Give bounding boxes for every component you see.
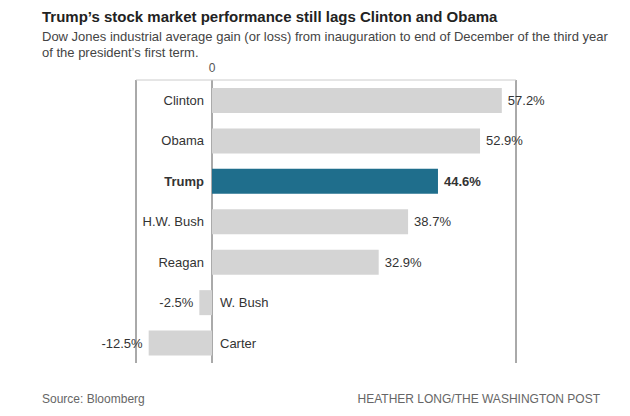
- svg-text:Reagan: Reagan: [158, 255, 204, 270]
- svg-text:57.2%: 57.2%: [508, 93, 545, 108]
- svg-text:0: 0: [209, 61, 216, 75]
- svg-text:-12.5%: -12.5%: [101, 336, 143, 351]
- svg-text:44.6%: 44.6%: [444, 174, 481, 189]
- html-text:Dow Jones industrial average g: Dow Jones industrial average gain (or lo…: [42, 29, 608, 60]
- svg-text:38.7%: 38.7%: [414, 214, 451, 229]
- svg-text:Carter: Carter: [220, 336, 257, 351]
- svg-text:W. Bush: W. Bush: [220, 295, 268, 310]
- html-text:Trump’s stock market performan: Trump’s stock market performance still l…: [42, 8, 498, 25]
- svg-text:Obama: Obama: [161, 133, 204, 148]
- svg-text:H.W. Bush: H.W. Bush: [143, 214, 204, 229]
- svg-text:-2.5%: -2.5%: [159, 295, 193, 310]
- svg-text:Trump: Trump: [164, 174, 204, 189]
- svg-text:52.9%: 52.9%: [486, 133, 523, 148]
- svg-text:32.9%: 32.9%: [385, 255, 422, 270]
- html-text:Source: Bloomberg: Source: Bloomberg: [42, 392, 145, 406]
- svg-text:Clinton: Clinton: [164, 93, 204, 108]
- html-text:HEATHER LONG/THE WASHINGTON PO: HEATHER LONG/THE WASHINGTON POST: [357, 392, 600, 406]
